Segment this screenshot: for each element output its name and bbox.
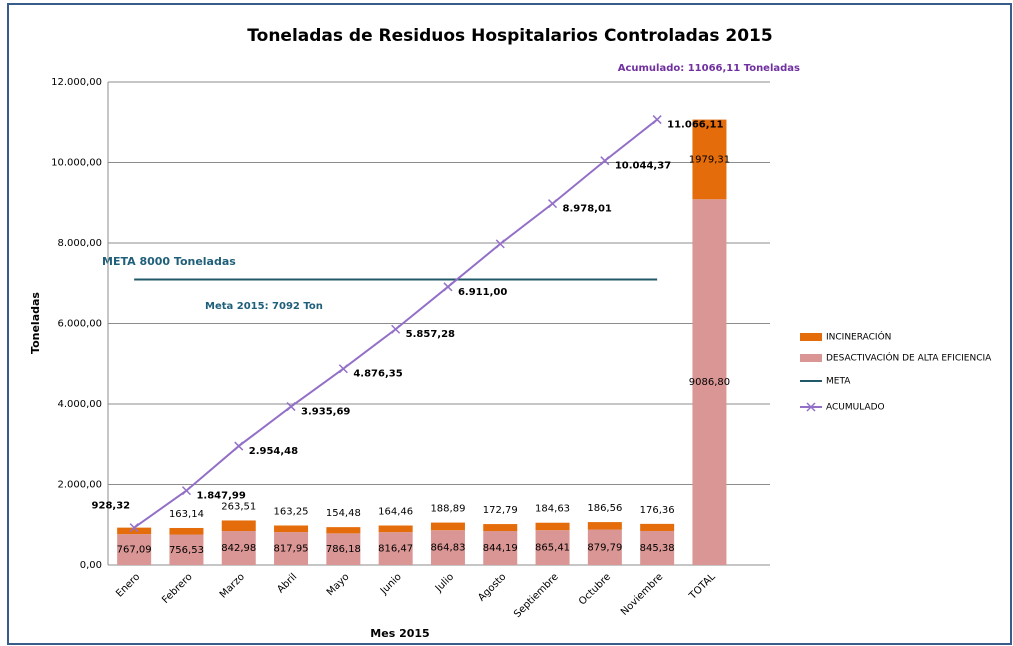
bar-segment [587, 522, 622, 530]
y-tick-label: 8.000,00 [57, 238, 102, 249]
data-label: 9086,80 [689, 377, 730, 388]
data-label: 786,18 [326, 544, 361, 555]
bar-segment [378, 532, 413, 565]
bar-segment [274, 532, 309, 565]
marker [443, 282, 453, 292]
marker [391, 324, 401, 334]
data-label: 163,25 [274, 507, 309, 518]
bar-segment [221, 531, 256, 565]
bar-segment [117, 534, 152, 565]
legend-label: DESACTIVACIÓN DE ALTA EFICIENCIA [826, 352, 992, 364]
annotation: Meta 2015: 7092 Ton [205, 301, 323, 312]
annotation: META 8000 Toneladas [102, 255, 236, 268]
y-tick-label: 0,00 [80, 560, 102, 571]
marker [286, 402, 296, 412]
marker [495, 239, 505, 249]
bar-segment [378, 525, 413, 533]
y-tick-label: 10.000,00 [51, 158, 102, 169]
marker [652, 115, 662, 125]
bar-segment [169, 527, 204, 535]
data-label: 756,53 [169, 545, 204, 556]
data-label: 767,09 [117, 545, 152, 556]
data-label: 6.911,00 [458, 287, 507, 298]
data-label: 163,14 [169, 509, 204, 520]
legend-label: INCINERACIÓN [826, 331, 891, 343]
data-label: 817,95 [274, 544, 309, 555]
data-label: 164,46 [378, 507, 413, 518]
data-label: 842,98 [221, 543, 256, 554]
y-tick-label: 6.000,00 [57, 319, 102, 330]
y-tick-label: 12.000,00 [51, 77, 102, 88]
data-label: 865,41 [535, 543, 570, 554]
data-label: 10.044,37 [615, 161, 671, 172]
bar-segment [274, 525, 309, 533]
bar-segment [430, 530, 465, 565]
marker [548, 199, 558, 209]
data-label: 4.876,35 [353, 369, 402, 380]
data-label: 263,51 [221, 501, 256, 512]
data-label: 8.978,01 [563, 204, 612, 215]
marker [600, 156, 610, 166]
data-label: 816,47 [378, 544, 413, 555]
bar-segment [535, 522, 570, 531]
data-label: 184,63 [535, 504, 570, 515]
data-label: 2.954,48 [249, 446, 298, 457]
marker [129, 523, 139, 533]
chart-subtitle: Acumulado: 11066,11 Toneladas [618, 63, 800, 74]
bar-segment [692, 199, 727, 566]
bar-segment [430, 522, 465, 531]
bar-segment [169, 534, 204, 565]
legend-label: ACUMULADO [826, 403, 885, 413]
bar-segment [483, 531, 518, 565]
data-label: 864,83 [430, 543, 465, 554]
data-label: 186,56 [587, 503, 622, 514]
marker [181, 486, 191, 496]
bar-segment [692, 119, 727, 200]
legend-label: META [826, 377, 851, 387]
y-tick-label: 2.000,00 [57, 480, 102, 491]
bar-segment [640, 523, 675, 531]
x-axis-label: Mes 2015 [370, 627, 429, 640]
data-label: 928,32 [92, 501, 131, 512]
data-label: 11.066,11 [667, 120, 723, 131]
data-label: 3.935,69 [301, 407, 350, 418]
legend-swatch [800, 354, 822, 362]
legend-swatch [806, 402, 816, 412]
marker [234, 441, 244, 451]
data-label: 176,36 [640, 505, 675, 516]
bar-segment [587, 529, 622, 565]
data-label: 879,79 [587, 542, 622, 553]
y-axis-label: Toneladas [29, 292, 42, 354]
bar-segment [117, 527, 152, 535]
marker [338, 364, 348, 374]
bar-segment [221, 520, 256, 532]
bar-segment [483, 524, 518, 532]
data-label: 845,38 [640, 543, 675, 554]
bar-segment [326, 533, 361, 565]
bar-segment [326, 527, 361, 534]
data-label: 172,79 [483, 505, 518, 516]
bar-segment [640, 530, 675, 565]
data-label: 1979,31 [689, 154, 730, 165]
data-label: 844,19 [483, 543, 518, 554]
y-tick-label: 4.000,00 [57, 399, 102, 410]
bar-segment [535, 530, 570, 565]
data-label: 154,48 [326, 508, 361, 519]
data-label: 1.847,99 [196, 491, 245, 502]
data-label: 188,89 [430, 504, 465, 515]
data-label: 5.857,28 [406, 329, 455, 340]
chart-title: Toneladas de Residuos Hospitalarios Cont… [247, 26, 772, 46]
legend-swatch [800, 333, 822, 341]
